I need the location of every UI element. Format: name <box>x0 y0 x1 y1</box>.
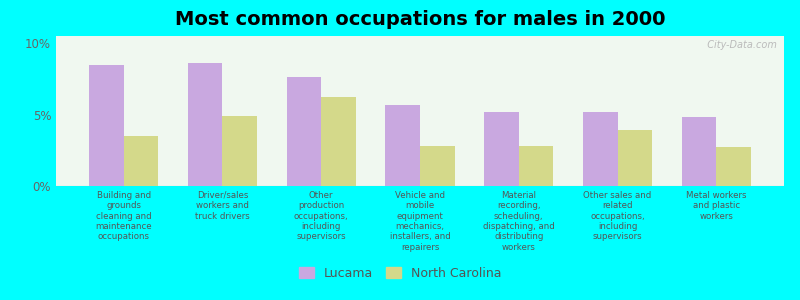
Bar <box>222 116 257 186</box>
Bar <box>484 112 518 186</box>
Bar <box>188 63 222 186</box>
Bar <box>124 136 158 186</box>
Bar <box>716 147 751 186</box>
Bar <box>583 112 618 186</box>
Text: City-Data.com: City-Data.com <box>701 40 777 50</box>
Bar <box>286 77 322 186</box>
Bar <box>89 64 124 186</box>
Bar <box>386 105 420 186</box>
Bar <box>518 146 554 186</box>
Bar <box>322 98 356 186</box>
Title: Most common occupations for males in 2000: Most common occupations for males in 200… <box>174 10 666 29</box>
Bar <box>420 146 454 186</box>
Bar <box>682 117 716 186</box>
Legend: Lucama, North Carolina: Lucama, North Carolina <box>294 262 506 285</box>
Bar <box>618 130 652 186</box>
